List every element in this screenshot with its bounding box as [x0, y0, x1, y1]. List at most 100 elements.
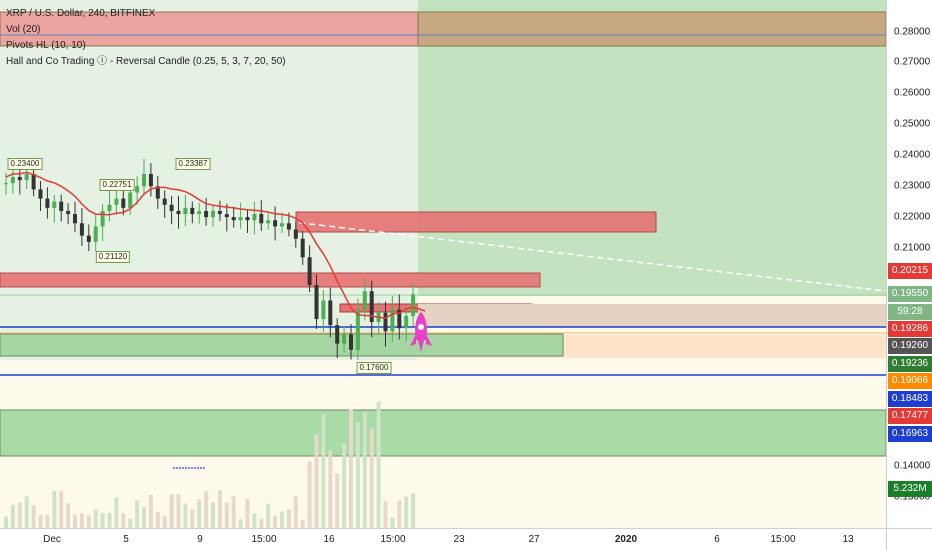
legend-pivots[interactable]: Pivots HL (10, 10) — [6, 40, 86, 51]
x-tick: 13 — [842, 534, 854, 545]
y-tick: 0.26000 — [894, 87, 931, 99]
candle — [79, 223, 84, 236]
volume-bar — [204, 491, 209, 528]
candle — [73, 214, 77, 224]
pivot-label-high-2: 0.22751 — [99, 179, 135, 191]
x-tick: 2020 — [614, 534, 638, 545]
x-tick: 15:00 — [251, 534, 277, 545]
support-zone-bottom — [0, 409, 886, 457]
volume-bar — [162, 516, 167, 528]
candle — [142, 173, 146, 187]
volume-bars — [4, 401, 416, 528]
candle — [121, 198, 126, 208]
candle — [259, 214, 264, 224]
candle — [280, 223, 284, 227]
candle — [238, 217, 243, 221]
volume-bar — [383, 500, 388, 528]
volume-bar — [280, 511, 284, 528]
volume-bar — [197, 499, 202, 528]
volume-dots — [173, 467, 205, 469]
volume-bar — [100, 512, 105, 528]
candle — [397, 309, 402, 329]
volume-dot — [179, 467, 181, 469]
candle — [100, 210, 105, 227]
volume-bar — [114, 497, 119, 528]
price-axis[interactable]: 0.28000 0.27000 0.26000 0.25000 0.24000 … — [886, 0, 932, 528]
volume-bar — [176, 494, 181, 528]
candle — [314, 285, 319, 319]
candle — [342, 334, 347, 344]
legend-reversal[interactable]: Hall and Co Trading ⓘ - Reversal Candle … — [6, 56, 286, 67]
y-tick: 0.14000 — [894, 460, 931, 472]
volume-bar — [24, 496, 29, 528]
y-tick: 0.13000 — [894, 491, 931, 503]
x-tick: 6 — [714, 534, 720, 545]
candle — [128, 192, 133, 208]
price-tag: 0.19286 — [888, 321, 932, 337]
candle — [176, 210, 181, 215]
candle — [183, 207, 188, 215]
candle — [404, 315, 409, 329]
volume-bar — [369, 428, 374, 528]
candle — [148, 173, 153, 187]
moving-average-line — [5, 171, 426, 319]
candle — [273, 220, 278, 227]
volume-bar — [59, 491, 64, 528]
candle — [93, 226, 98, 242]
dashed-trendline — [189, 209, 886, 292]
price-chart-pane[interactable]: 0.23400 0.22751 0.23387 0.21120 0.17600 … — [0, 0, 886, 528]
volume-bar — [390, 517, 395, 528]
candle — [266, 220, 271, 224]
volume-dot — [194, 467, 196, 469]
resistance-zone-lower — [0, 272, 541, 288]
candle — [24, 173, 29, 181]
y-tick: 0.27000 — [894, 56, 931, 68]
x-tick: Dec — [43, 534, 61, 545]
candle — [390, 309, 395, 332]
volume-dot — [185, 467, 187, 469]
candle — [211, 210, 215, 218]
volume-bar — [66, 503, 71, 528]
candle — [328, 300, 333, 326]
candle — [155, 186, 160, 199]
resistance-zone-top-left — [0, 11, 419, 47]
candle — [66, 210, 71, 215]
volume-bar — [211, 502, 215, 528]
candle — [135, 186, 140, 193]
volume-bar — [362, 412, 367, 528]
volume-bar — [190, 509, 195, 528]
volume-bar — [93, 509, 98, 528]
candle — [31, 173, 36, 190]
volume-bar — [335, 473, 340, 528]
volume-bar — [107, 512, 112, 528]
legend-symbol[interactable]: XRP / U.S. Dollar, 240, BITFINEX — [6, 8, 156, 19]
volume-bar — [142, 506, 146, 528]
legend-volume[interactable]: Vol (20) — [6, 24, 41, 35]
volume-bar — [38, 515, 43, 528]
candle — [383, 312, 388, 332]
y-tick: 0.25000 — [894, 118, 931, 130]
price-tag: 0.19236 — [888, 356, 932, 372]
candle — [190, 207, 195, 215]
volume-bar — [10, 504, 15, 528]
candle — [107, 204, 112, 211]
candle — [362, 291, 367, 310]
volume-bar — [52, 490, 57, 528]
volume-bar — [128, 518, 133, 528]
volume-dot — [176, 467, 178, 469]
future-shade — [418, 0, 886, 296]
chart-canvas[interactable] — [0, 0, 886, 528]
volume-bar — [217, 490, 222, 528]
time-axis[interactable]: Dec 5 9 15:00 16 15:00 23 27 2020 6 15:0… — [0, 528, 886, 550]
volume-dot — [203, 467, 205, 469]
candle — [369, 291, 374, 323]
candles — [4, 158, 416, 360]
volume-bar — [45, 514, 50, 528]
volume-bar — [183, 503, 188, 528]
volume-dot — [173, 467, 175, 469]
support-zone — [0, 333, 564, 357]
volume-dot — [197, 467, 199, 469]
candle — [10, 177, 15, 184]
candle — [335, 325, 340, 344]
candle — [355, 309, 360, 350]
